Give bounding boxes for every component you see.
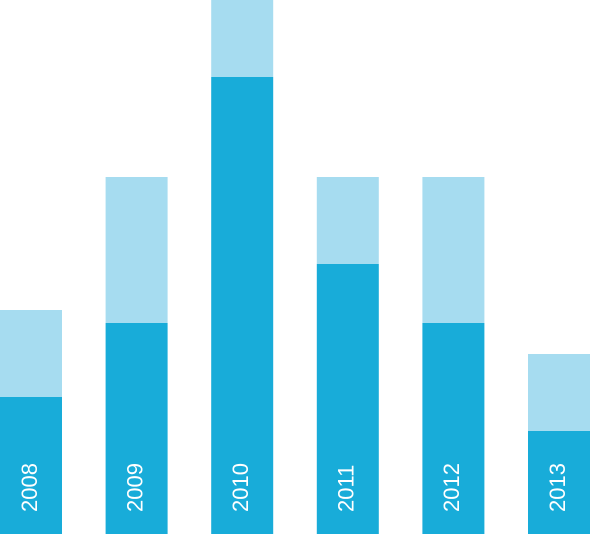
bar-segment xyxy=(211,0,274,77)
bar-segment xyxy=(105,323,168,534)
x-tick-label: 2008 xyxy=(17,463,42,512)
bar-segment xyxy=(316,177,379,264)
x-tick-label: 2009 xyxy=(122,463,147,512)
x-tick-label: 2010 xyxy=(228,463,253,512)
bar-segment xyxy=(0,310,62,397)
x-tick-label: 2013 xyxy=(545,463,570,512)
x-tick-label: 2012 xyxy=(439,463,464,512)
bar-segment xyxy=(0,397,62,534)
x-tick-label: 2011 xyxy=(334,465,359,512)
bar-segment xyxy=(105,177,168,323)
bar-segment xyxy=(528,354,590,431)
bar-segment xyxy=(211,77,274,534)
bar-segment xyxy=(528,431,590,534)
bar-segment xyxy=(422,323,485,534)
bar-segment xyxy=(422,177,485,323)
bar-segment xyxy=(316,264,379,534)
